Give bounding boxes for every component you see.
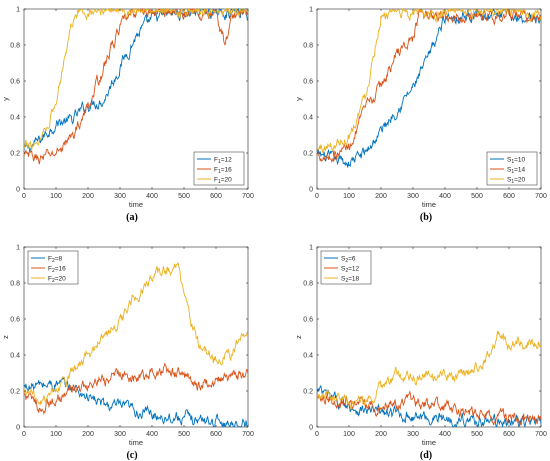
y-tick-label: 0.8 <box>10 43 20 50</box>
series-line-1 <box>24 8 248 152</box>
y-tick-label: 1 <box>16 245 20 252</box>
chart-panel-4: 0 100 200 300 400 500 600 700 0 0.2 0.4 0.6 0.8 1 time… <box>294 245 547 461</box>
series-line-3 <box>317 8 541 153</box>
x-tick-label: 0 <box>315 431 319 438</box>
y-tick-label: 0 <box>16 425 20 432</box>
y-tick-label: 0.6 <box>303 317 313 324</box>
y-tick-label: 1 <box>309 245 313 252</box>
y-tick-label: 0.4 <box>303 353 313 360</box>
x-axis-label: time <box>422 200 436 209</box>
x-tick-label: 200 <box>375 431 387 438</box>
x-tick-label: 300 <box>407 431 419 438</box>
y-tick-label: 0.6 <box>10 79 20 86</box>
y-tick-label: 0.6 <box>10 317 20 324</box>
y-tick-label: 0.4 <box>303 115 313 122</box>
x-tick-label: 700 <box>535 431 547 438</box>
legend-label-3: F2=20 <box>48 275 66 284</box>
series-line-3 <box>24 262 248 406</box>
y-tick-label: 0 <box>16 187 20 194</box>
legend-label-1: F2=8 <box>48 255 63 264</box>
y-tick-label: 0.2 <box>303 151 313 158</box>
legend-label-3: S1=20 <box>507 176 526 185</box>
series-line-1 <box>317 385 541 427</box>
y-tick-label: 1 <box>309 7 313 14</box>
y-tick-label: 0.8 <box>303 43 313 50</box>
chart-panel-2: 0 100 200 300 400 500 600 700 0 0.2 0.4 0.6 0.8 1 time… <box>294 7 547 224</box>
x-tick-label: 100 <box>50 431 62 438</box>
y-tick-label: 0.2 <box>10 389 20 396</box>
x-tick-label: 700 <box>242 431 254 438</box>
x-tick-label: 600 <box>503 431 515 438</box>
x-tick-label: 700 <box>242 193 254 200</box>
x-tick-label: 300 <box>114 431 126 438</box>
x-tick-label: 400 <box>439 193 451 200</box>
y-tick-label: 0.4 <box>10 353 20 360</box>
y-tick-label: 0 <box>309 425 313 432</box>
y-axis-label: z <box>294 335 303 339</box>
series-line-2 <box>317 390 541 427</box>
x-tick-label: 100 <box>343 431 355 438</box>
x-tick-label: 500 <box>178 431 190 438</box>
x-tick-label: 700 <box>535 193 547 200</box>
x-tick-label: 500 <box>471 193 483 200</box>
x-axis-label: time <box>129 438 143 447</box>
legend-label-2: F1=16 <box>214 166 232 175</box>
y-axis-label: z <box>1 335 10 339</box>
x-tick-label: 200 <box>82 193 94 200</box>
series-line-2 <box>24 363 248 416</box>
x-axis-label: time <box>129 200 143 209</box>
series-line-3 <box>24 8 248 150</box>
y-tick-label: 0.8 <box>303 281 313 288</box>
x-tick-label: 0 <box>22 431 26 438</box>
y-tick-label: 0 <box>309 187 313 194</box>
legend-label-1: S1=10 <box>507 156 526 165</box>
x-tick-label: 200 <box>82 431 94 438</box>
y-tick-label: 0.8 <box>10 281 20 288</box>
x-tick-label: 600 <box>210 431 222 438</box>
x-tick-label: 400 <box>439 431 451 438</box>
series-line-3 <box>317 330 541 410</box>
legend-label-3: S2=18 <box>341 275 360 284</box>
legend-label-1: F1=12 <box>214 156 232 165</box>
x-tick-label: 0 <box>22 193 26 200</box>
y-axis-label: y <box>294 97 303 101</box>
x-tick-label: 0 <box>315 193 319 200</box>
chart-panel-3: 0 100 200 300 400 500 600 700 0 0.2 0.4 0.6 0.8 1 time… <box>1 245 254 461</box>
y-axis-label: y <box>1 97 10 101</box>
x-tick-label: 300 <box>407 193 419 200</box>
y-tick-label: 0.2 <box>303 389 313 396</box>
legend-label-1: S2=6 <box>341 255 356 264</box>
x-tick-label: 400 <box>146 431 158 438</box>
x-tick-label: 500 <box>471 431 483 438</box>
series-line-1 <box>317 8 541 168</box>
x-tick-label: 500 <box>178 193 190 200</box>
x-axis-label: time <box>422 438 436 447</box>
x-tick-label: 300 <box>114 193 126 200</box>
y-tick-label: 0.2 <box>10 151 20 158</box>
x-tick-label: 600 <box>503 193 515 200</box>
x-tick-label: 200 <box>375 193 387 200</box>
series-line-2 <box>317 8 541 163</box>
legend-label-2: F2=16 <box>48 265 66 274</box>
chart-panel-1: 0 100 200 300 400 500 600 700 0 0.2 0.4 0.6 0.8 1 time… <box>1 7 254 224</box>
y-tick-label: 1 <box>16 7 20 14</box>
legend-label-2: S2=12 <box>341 265 360 274</box>
x-tick-label: 600 <box>210 193 222 200</box>
x-tick-label: 100 <box>343 193 355 200</box>
x-tick-label: 100 <box>50 193 62 200</box>
x-tick-label: 400 <box>146 193 158 200</box>
panel-caption: (d) <box>420 450 432 461</box>
legend-label-2: S1=14 <box>507 166 526 175</box>
panel-caption: (a) <box>126 212 138 223</box>
y-tick-label: 0.6 <box>303 79 313 86</box>
panel-caption: (c) <box>126 450 137 461</box>
y-tick-label: 0.4 <box>10 115 20 122</box>
panel-caption: (b) <box>420 212 432 223</box>
legend-label-3: F1=20 <box>214 176 232 185</box>
